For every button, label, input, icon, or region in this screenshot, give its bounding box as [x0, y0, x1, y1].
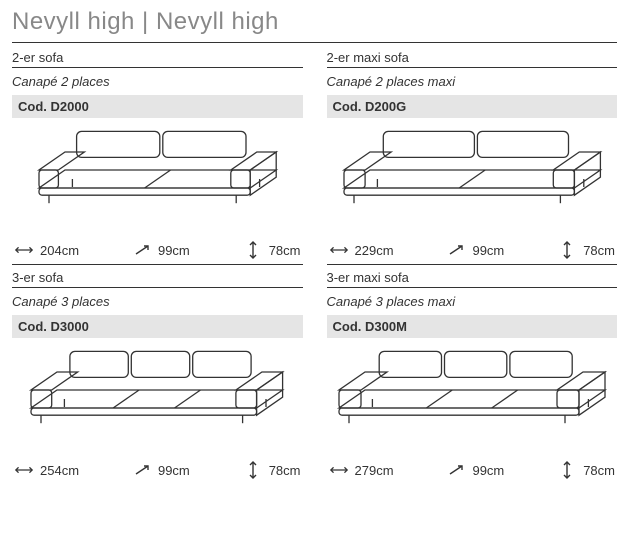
product-illustration	[327, 344, 618, 456]
height-icon	[557, 460, 577, 480]
height-icon	[243, 240, 263, 260]
dim-depth-value: 99cm	[158, 243, 190, 258]
depth-icon	[446, 463, 466, 477]
width-icon	[14, 245, 34, 255]
dim-depth: 99cm	[446, 460, 504, 480]
dim-height-value: 78cm	[269, 463, 301, 478]
product-cell: 2-er sofa Canapé 2 places Cod. D2000 204…	[12, 47, 303, 267]
dim-depth-value: 99cm	[472, 463, 504, 478]
product-name-de: 3-er maxi sofa	[327, 267, 618, 288]
product-cell: 3-er sofa Canapé 3 places Cod. D3000 254…	[12, 267, 303, 482]
dim-height: 78cm	[243, 460, 301, 480]
dim-width: 279cm	[329, 460, 394, 480]
dim-height: 78cm	[557, 240, 615, 260]
dim-depth: 99cm	[446, 240, 504, 260]
product-illustration	[12, 124, 303, 236]
dim-height-value: 78cm	[269, 243, 301, 258]
product-code: Cod. D3000	[12, 315, 303, 338]
dim-height: 78cm	[557, 460, 615, 480]
product-name-de: 2-er sofa	[12, 47, 303, 68]
dim-depth: 99cm	[132, 240, 190, 260]
product-cell: 3-er maxi sofa Canapé 3 places maxi Cod.…	[327, 267, 618, 482]
dim-width-value: 279cm	[355, 463, 394, 478]
dim-width-value: 254cm	[40, 463, 79, 478]
product-cell: 2-er maxi sofa Canapé 2 places maxi Cod.…	[327, 47, 618, 267]
dim-height-value: 78cm	[583, 243, 615, 258]
dimensions-row: 254cm 99cm 78cm	[12, 456, 303, 482]
width-icon	[329, 245, 349, 255]
product-code: Cod. D300M	[327, 315, 618, 338]
dim-depth: 99cm	[132, 460, 190, 480]
product-illustration	[12, 344, 303, 456]
height-icon	[557, 240, 577, 260]
depth-icon	[132, 463, 152, 477]
product-name-fr: Canapé 2 places maxi	[327, 72, 618, 95]
dim-depth-value: 99cm	[158, 463, 190, 478]
dimensions-row: 204cm 99cm 78cm	[12, 236, 303, 265]
product-name-fr: Canapé 2 places	[12, 72, 303, 95]
page-title: Nevyll high | Nevyll high	[12, 8, 617, 43]
dim-width: 204cm	[14, 240, 79, 260]
dimensions-row: 229cm 99cm 78cm	[327, 236, 618, 265]
dim-width-value: 229cm	[355, 243, 394, 258]
product-name-fr: Canapé 3 places	[12, 292, 303, 315]
dim-width-value: 204cm	[40, 243, 79, 258]
product-grid: 2-er sofa Canapé 2 places Cod. D2000 204…	[12, 47, 617, 482]
dim-width: 229cm	[329, 240, 394, 260]
height-icon	[243, 460, 263, 480]
dim-width: 254cm	[14, 460, 79, 480]
depth-icon	[446, 243, 466, 257]
dim-height-value: 78cm	[583, 463, 615, 478]
depth-icon	[132, 243, 152, 257]
width-icon	[329, 465, 349, 475]
product-illustration	[327, 124, 618, 236]
dim-depth-value: 99cm	[472, 243, 504, 258]
dimensions-row: 279cm 99cm 78cm	[327, 456, 618, 482]
product-code: Cod. D2000	[12, 95, 303, 118]
product-name-de: 3-er sofa	[12, 267, 303, 288]
product-code: Cod. D200G	[327, 95, 618, 118]
width-icon	[14, 465, 34, 475]
product-name-fr: Canapé 3 places maxi	[327, 292, 618, 315]
dim-height: 78cm	[243, 240, 301, 260]
product-name-de: 2-er maxi sofa	[327, 47, 618, 68]
